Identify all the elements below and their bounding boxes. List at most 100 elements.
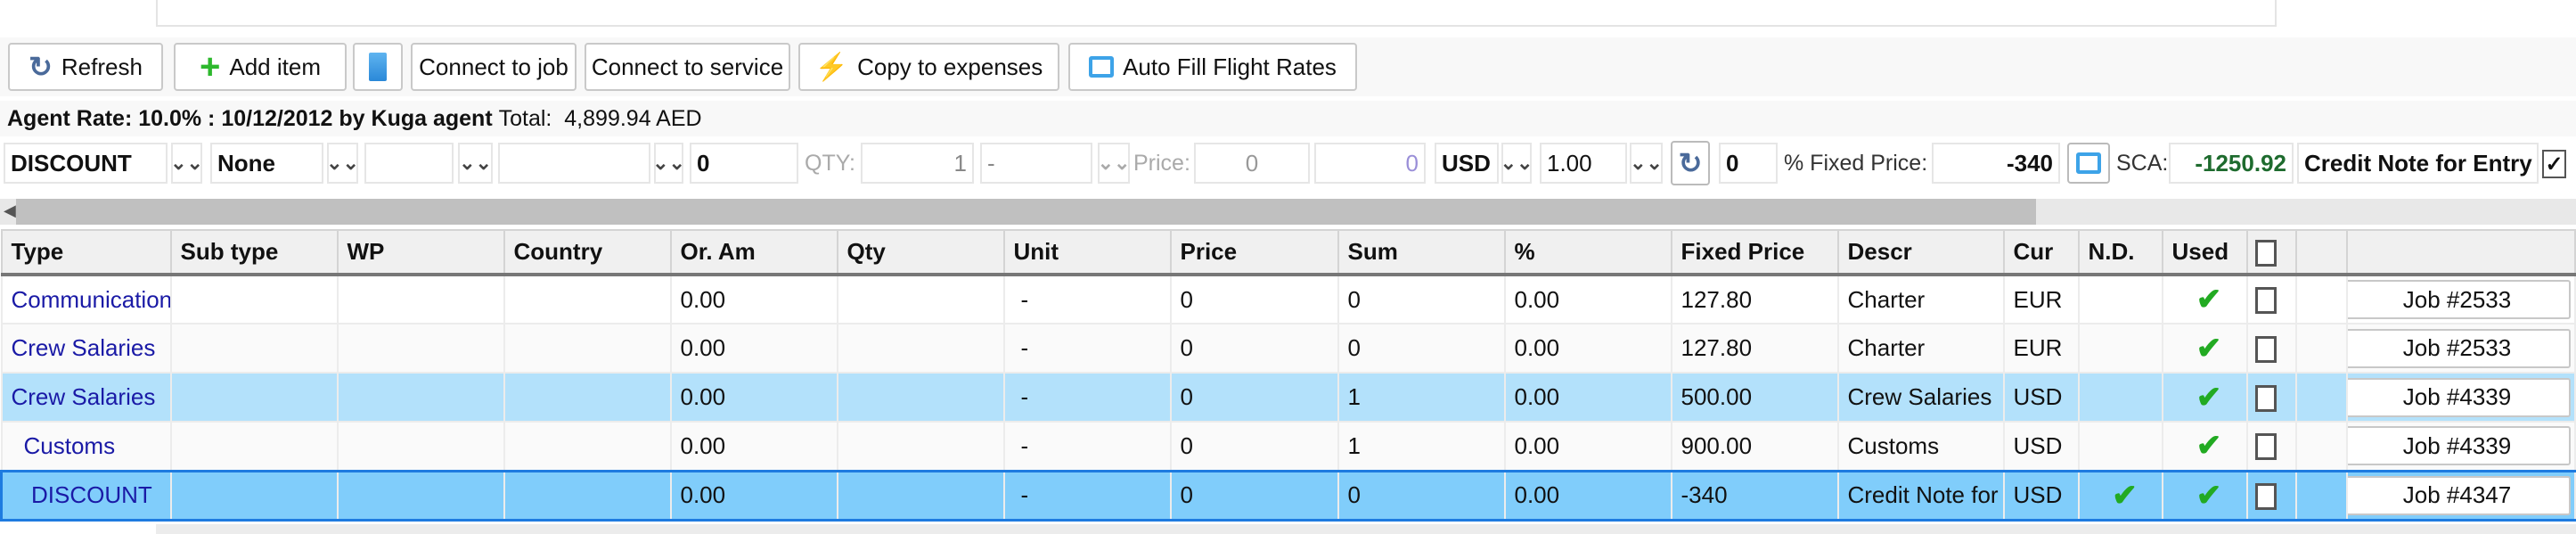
job-button[interactable]: Job #4339 [2348, 377, 2571, 417]
column-header[interactable]: Or. Am [669, 229, 838, 276]
job-button[interactable]: Job #4339 [2348, 426, 2571, 466]
column-header[interactable] [2245, 229, 2297, 276]
qty-input[interactable]: 1 [861, 143, 974, 184]
chevron-down-icon[interactable]: ⌄⌄ [1630, 143, 1663, 184]
column-header[interactable]: N.D. [2077, 229, 2163, 276]
cell-country [503, 274, 672, 325]
unit-select[interactable]: - [980, 143, 1092, 184]
column-header[interactable] [2345, 229, 2576, 276]
cell-select[interactable] [2245, 372, 2297, 423]
percent-input[interactable]: 0 [1719, 143, 1778, 184]
auto-fill-flight-rates-button[interactable]: Auto Fill Flight Rates [1068, 43, 1357, 91]
fixed-price-input[interactable]: -340 [1932, 143, 2060, 184]
row-checkbox[interactable] [2254, 433, 2277, 461]
column-header[interactable]: Descr [1836, 229, 2005, 276]
row-checkbox[interactable] [2254, 287, 2277, 315]
chevron-down-icon[interactable]: ⌄⌄ [1501, 143, 1533, 184]
table-row[interactable]: Crew Salaries 0.00-0 0 0.00 127.80 Charter EUR… [0, 323, 2576, 374]
job-button[interactable]: Job #2533 [2348, 280, 2571, 319]
chevron-down-icon[interactable]: ⌄⌄ [326, 143, 359, 184]
cell-fixed: 500.00 [1670, 372, 1839, 423]
cell-select[interactable] [2245, 421, 2297, 472]
refresh-button[interactable]: ↻ Refresh [8, 43, 163, 91]
cell-type[interactable]: Crew Salaries [0, 372, 172, 423]
cell-type[interactable]: Crew Salaries [0, 323, 172, 374]
document-button[interactable] [353, 43, 403, 91]
cell-sum: 0 [1337, 469, 1506, 522]
column-header[interactable] [2294, 229, 2348, 276]
cell-job: Job #4339 [2345, 421, 2576, 472]
column-header[interactable]: Sub type [169, 229, 339, 276]
sca-label: SCA: [2116, 150, 2169, 176]
chevron-down-icon[interactable]: ⌄⌄ [1098, 143, 1130, 184]
checkmark-icon: ✔ [2196, 429, 2222, 464]
description-input[interactable]: Credit Note for Entry [2297, 143, 2539, 184]
price-input[interactable]: 0 [1194, 143, 1310, 184]
add-item-button[interactable]: + Add item [174, 43, 347, 91]
cell-select[interactable] [2245, 323, 2297, 374]
cell-nd [2077, 323, 2163, 374]
currency-select[interactable]: USD [1435, 143, 1499, 184]
job-button[interactable]: Job #2533 [2348, 328, 2571, 368]
chevron-down-icon[interactable]: ⌄⌄ [170, 143, 203, 184]
subtype-select[interactable]: None [210, 143, 323, 184]
select-all-checkbox[interactable] [2254, 239, 2277, 267]
column-header[interactable]: Used [2161, 229, 2248, 276]
type-select[interactable]: DISCOUNT [4, 143, 168, 184]
connect-to-service-button[interactable]: Connect to service [585, 43, 790, 91]
cell-descr: Credit Note for Entry [1836, 469, 2005, 522]
cell-sum: 1 [1337, 421, 1506, 472]
scrollbar-thumb[interactable] [16, 199, 2036, 225]
column-header[interactable]: Cur [2002, 229, 2080, 276]
price-converted-input[interactable]: 0 [1314, 143, 1426, 184]
job-button[interactable]: Job #4347 [2348, 475, 2571, 515]
cell-unit: - [1002, 372, 1172, 423]
cell-type[interactable]: Customs [0, 421, 172, 472]
chevron-down-icon[interactable]: ⌄⌄ [458, 143, 493, 184]
cell-fixed: 900.00 [1670, 421, 1839, 472]
cell-or_am: 0.00 [669, 372, 838, 423]
cell-subtype [169, 421, 339, 472]
cell-select[interactable] [2245, 274, 2297, 325]
cell-unit: - [1002, 421, 1172, 472]
cell-used: ✔ [2161, 372, 2248, 423]
column-header[interactable]: WP [336, 229, 505, 276]
column-header[interactable]: Country [503, 229, 672, 276]
table-row[interactable]: Customs 0.00-0 1 0.00 900.00 Customs USD ✔ Job #… [0, 421, 2576, 472]
table-row[interactable]: Crew Salaries 0.00-0 1 0.00 500.00 Crew Salar… [0, 372, 2576, 423]
form-button[interactable] [2067, 143, 2110, 184]
chevron-down-icon[interactable]: ⌄⌄ [652, 143, 685, 184]
rate-input[interactable]: 1.00 [1540, 143, 1627, 184]
or-amount-input[interactable]: 0 [690, 143, 798, 184]
magic-wand-icon: ⚡ [814, 52, 849, 82]
cell-type[interactable]: DISCOUNT [0, 469, 172, 522]
cell-blank [2294, 469, 2348, 522]
cell-select[interactable] [2245, 469, 2297, 522]
column-header[interactable]: Unit [1002, 229, 1172, 276]
connect-to-job-button[interactable]: Connect to job [411, 43, 577, 91]
wp-select[interactable] [364, 143, 454, 184]
recalculate-button[interactable]: ↻ [1671, 141, 1710, 185]
copy-to-expenses-button[interactable]: ⚡ Copy to expenses [798, 43, 1059, 91]
column-header[interactable]: Sum [1337, 229, 1506, 276]
cell-type[interactable]: Communications [0, 274, 172, 325]
cell-subtype [169, 469, 339, 522]
cell-job: Job #2533 [2345, 274, 2576, 325]
table-row[interactable]: Communications 0.00-0 0 0.00 127.80 Charter EU… [0, 274, 2576, 325]
row-checkbox[interactable] [2254, 482, 2277, 510]
cell-pct: 0.00 [1503, 323, 1672, 374]
total-value: 4,899.94 AED [564, 105, 702, 131]
country-select[interactable] [498, 143, 650, 184]
column-header[interactable]: Fixed Price [1670, 229, 1839, 276]
column-header[interactable]: Price [1169, 229, 1339, 276]
row-checkbox[interactable] [2254, 335, 2277, 363]
column-header[interactable]: Qty [836, 229, 1005, 276]
column-header[interactable]: Type [0, 229, 172, 276]
column-header[interactable]: % [1503, 229, 1672, 276]
cell-country [503, 323, 672, 374]
form-icon [2076, 152, 2101, 174]
row-checkbox[interactable] [2254, 384, 2277, 412]
scroll-left-icon[interactable]: ◀ [4, 201, 16, 219]
entry-checkbox[interactable]: ✓ [2542, 150, 2566, 178]
